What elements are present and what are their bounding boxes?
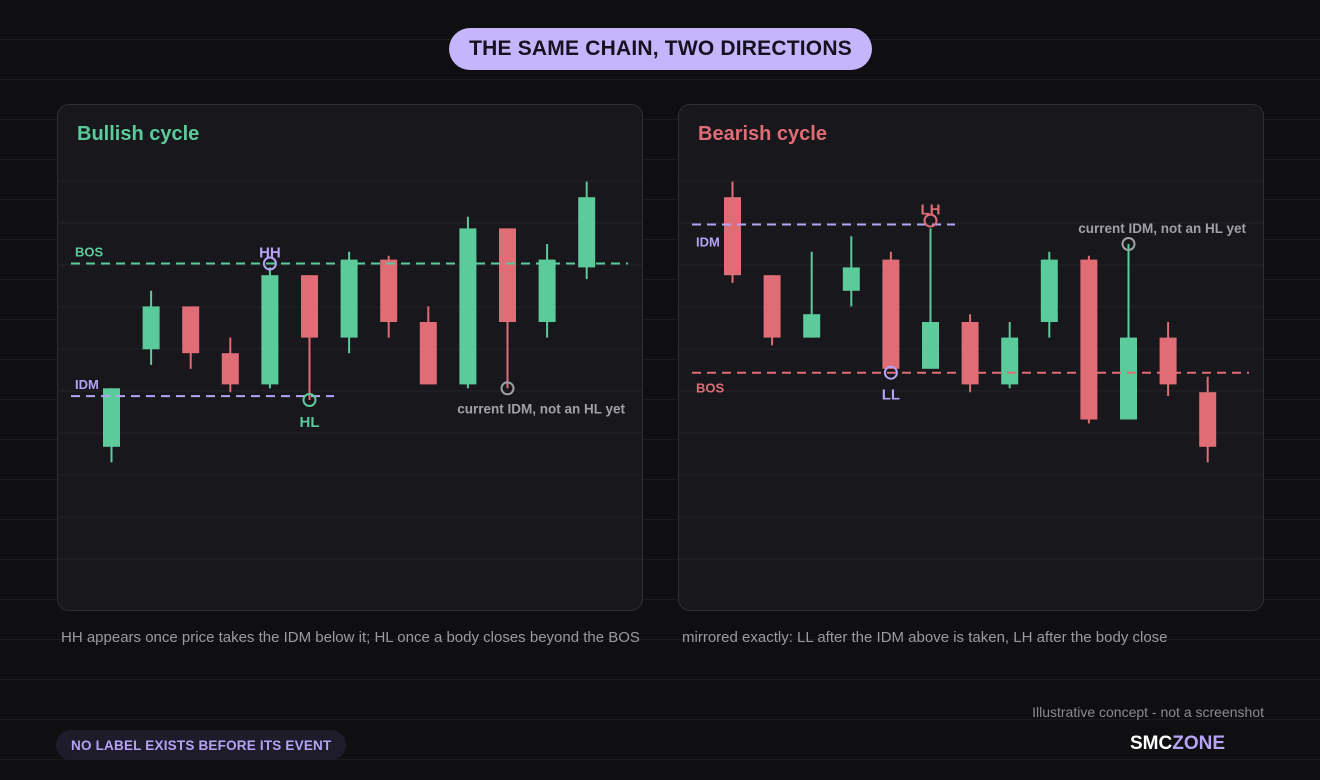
bearish-candle-body [1120,337,1137,420]
bullish-candle-1 [103,388,120,463]
bearish-candle-5 [882,251,900,369]
bearish-marker-lh-circle [923,213,938,228]
bullish-candle-body [459,228,477,385]
bullish-candle-body [261,275,279,385]
bearish-level-bos-label: BOS [696,381,725,396]
bullish-candle-body [340,259,358,338]
bearish-candle-body [882,259,900,369]
bearish-level-idm-label: IDM [696,235,720,250]
bearish-candle-body [1199,392,1217,447]
bullish-candle-body [538,259,556,322]
bullish-marker-hh-label: HH [259,245,281,262]
bullish-caption: HH appears once price takes the IDM belo… [61,629,640,646]
bullish-candle-body [103,388,120,447]
bearish-candle-body [724,197,741,276]
bullish-candle-body [142,306,160,350]
bullish-candle-5 [261,267,279,389]
bearish-candle-9 [1040,251,1058,338]
bullish-candle-12 [538,244,556,338]
bullish-candle-body [578,197,596,268]
bullish-candle-body [301,275,318,338]
bullish-marker-hh-circle [262,256,277,271]
bullish-candle-9 [419,306,437,385]
bearish-candle-body [961,322,979,385]
bearish-candle-6 [922,228,939,369]
bearish-candle-13 [1199,376,1217,463]
bearish-candle-body [1001,337,1019,385]
bearish-candle-8 [1001,322,1019,389]
bearish-candle-body [1080,259,1098,420]
bullish-chart-panel: BOS IDM HH HL current IDM, not an HL yet Bul… [57,104,643,611]
bullish-candle-body [380,259,398,322]
bullish-candle-6 [301,275,318,400]
bullish-candle-3 [182,306,200,369]
disclaimer: Illustrative concept - not a screenshot [1032,704,1264,720]
bearish-candle-body [763,275,781,338]
bullish-chart: BOS IDM HH HL current IDM, not an HL yet [58,180,642,560]
bearish-candle-11 [1120,244,1137,420]
bullish-marker-current-idm-circle [500,381,515,396]
bearish-candle-12 [1159,322,1177,397]
bearish-candle-body [803,314,821,338]
brand-logo: SMCZONE [1130,733,1225,755]
bullish-candle-7 [340,251,358,354]
bearish-chart-title: Bearish cycle [698,123,827,145]
brand-part-2: ZONE [1172,733,1226,754]
bullish-marker-current-idm-label: current IDM, not an HL yet [457,401,625,416]
bullish-candle-body [182,306,200,354]
bearish-candle-body [922,322,939,369]
brand-part-1: SMC [1130,733,1173,754]
bearish-candle-4 [842,236,860,307]
bearish-chart: IDM BOS LH LL current IDM, not an HL yet [679,180,1263,560]
bullish-candle-body [499,228,516,322]
bearish-candle-1 [724,181,741,283]
bullish-candle-8 [380,255,398,338]
bullish-candle-11 [499,228,516,389]
bearish-marker-current-idm-label: current IDM, not an HL yet [1078,221,1246,236]
bullish-candle-10 [459,216,477,389]
bearish-candle-7 [961,314,979,393]
rule-badge: NO LABEL EXISTS BEFORE ITS EVENT [56,730,347,760]
bearish-candle-10 [1080,255,1098,424]
bullish-candle-2 [142,290,160,365]
bullish-candle-body [419,322,437,385]
bullish-marker-hl-circle [302,393,317,407]
bullish-candle-body [221,353,239,385]
bearish-caption: mirrored exactly: LL after the IDM above… [682,629,1168,646]
bearish-candle-2 [763,275,781,346]
bearish-marker-ll-circle [883,365,898,380]
bearish-candle-body [1159,337,1177,385]
bearish-candle-body [842,267,860,291]
bullish-candle-4 [221,337,239,393]
bearish-chart-panel: IDM BOS LH LL current IDM, not an HL yet Bea… [678,104,1264,611]
bearish-candle-3 [803,251,821,338]
bullish-chart-title: Bullish cycle [77,123,200,145]
bearish-candle-body [1040,259,1058,322]
bullish-level-idm-label: IDM [75,377,99,392]
bearish-marker-ll-label: LL [882,387,900,404]
bearish-marker-lh-label: LH [921,202,941,219]
bearish-marker-current-idm-circle [1121,237,1136,251]
bullish-marker-hl-label: HL [300,414,320,431]
page-title: THE SAME CHAIN, TWO DIRECTIONS [449,28,872,70]
bullish-level-bos-label: BOS [75,245,104,260]
